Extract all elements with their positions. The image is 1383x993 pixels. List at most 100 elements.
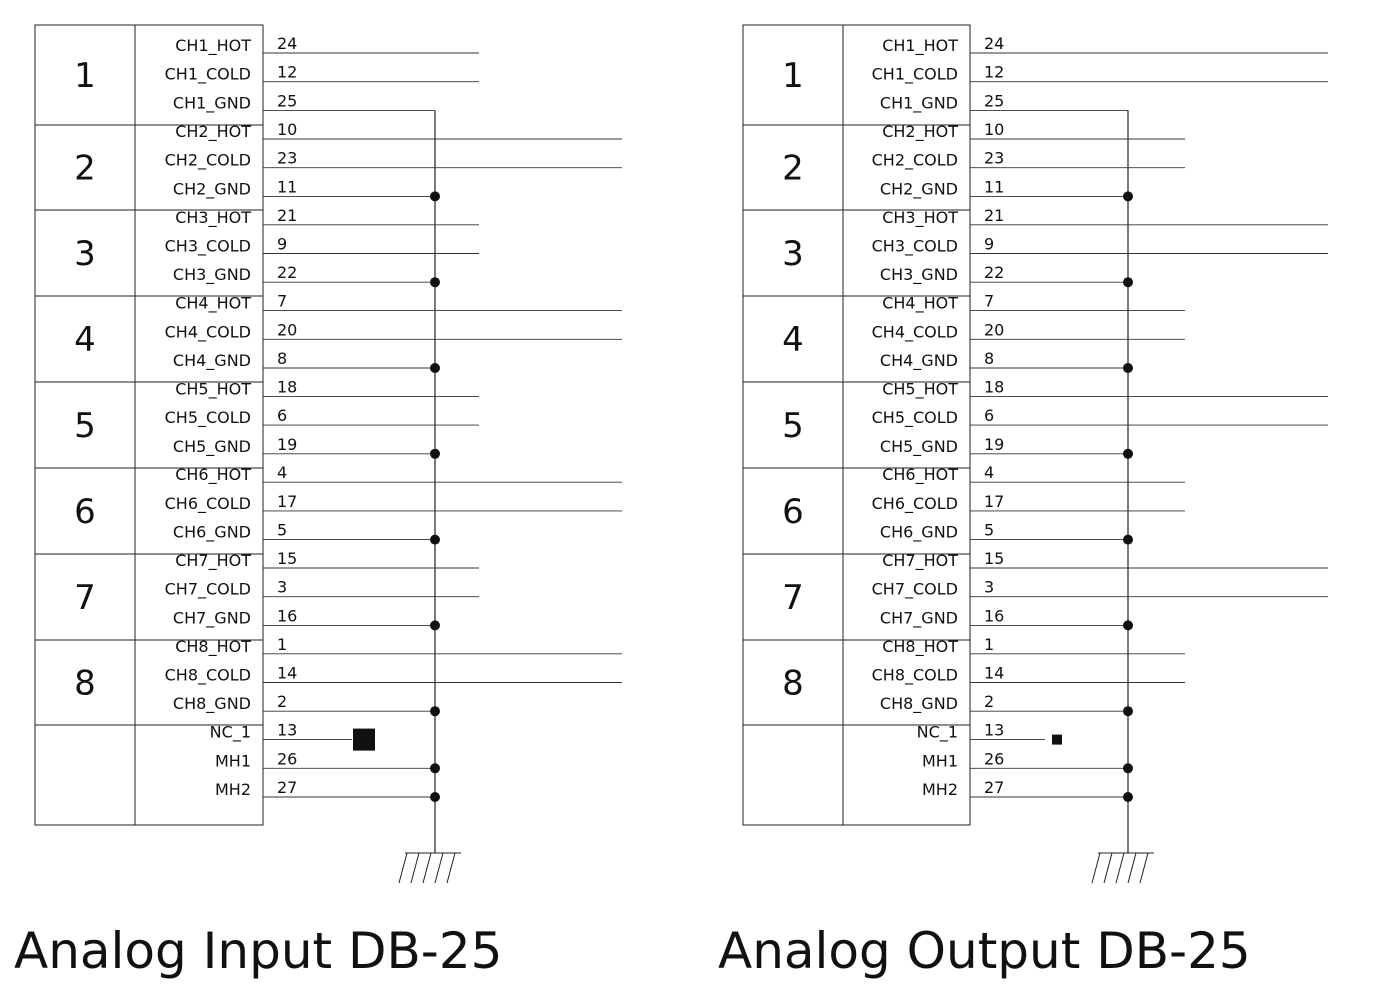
signal-name-label: CH1_COLD: [165, 65, 251, 85]
pin-number-label: 26: [984, 749, 1004, 768]
ground-symbol-hatch: [410, 852, 420, 884]
pin-number-label: 21: [984, 206, 1004, 225]
ground-junction-dot: [430, 191, 440, 202]
signal-name-label: CH8_COLD: [165, 666, 251, 686]
signal-name-label: CH1_GND: [173, 93, 251, 113]
pin-number-label: 22: [277, 263, 297, 282]
pin-number-label: 24: [984, 34, 1004, 53]
ground-symbol-hatch: [1103, 852, 1113, 884]
signal-name-label: CH4_COLD: [872, 322, 958, 342]
signal-name-label: CH5_HOT: [882, 379, 958, 399]
pin-number-label: 7: [984, 292, 994, 311]
signal-name-label: CH4_COLD: [165, 322, 251, 342]
signal-name-label: CH8_HOT: [882, 637, 958, 657]
ground-junction-dot: [1123, 534, 1133, 545]
signal-name-label: CH8_GND: [173, 694, 251, 714]
ground-symbol-hatch: [434, 852, 444, 884]
ground-junction-dot: [430, 792, 440, 802]
pin-number-label: 5: [984, 521, 994, 540]
pin-number-label: 19: [984, 435, 1004, 454]
signal-name-label: CH8_HOT: [175, 637, 251, 657]
signal-name-label: CH5_COLD: [165, 408, 251, 428]
pin-number-label: 13: [984, 721, 1004, 740]
ground-junction-dot: [1123, 363, 1133, 373]
channel-number: 2: [74, 149, 96, 189]
signal-name-label: CH4_GND: [173, 351, 251, 371]
signal-name-label: CH3_HOT: [175, 208, 251, 228]
signal-name-label: CH2_HOT: [882, 122, 958, 142]
channel-number: 5: [74, 406, 96, 446]
pin-number-label: 11: [984, 177, 1004, 196]
signal-name-label: CH8_COLD: [872, 666, 958, 686]
pin-number-label: 27: [277, 778, 297, 797]
signal-name-label: CH6_HOT: [882, 465, 958, 485]
channel-number: 3: [782, 234, 804, 274]
pin-number-label: 4: [277, 463, 287, 482]
pin-number-label: 12: [984, 63, 1004, 82]
pin-number-label: 15: [984, 549, 1004, 568]
ground-junction-dot: [430, 448, 440, 459]
pin-number-label: 6: [277, 406, 287, 425]
ground-junction-dot: [1123, 706, 1133, 717]
signal-name-label: CH8_GND: [880, 694, 958, 714]
pin-number-label: 24: [277, 34, 297, 53]
pin-number-label: 3: [984, 578, 994, 597]
ground-junction-dot: [430, 534, 440, 545]
signal-name-label: CH5_HOT: [175, 379, 251, 399]
pin-number-label: 17: [277, 492, 297, 511]
pin-number-label: 25: [984, 91, 1004, 110]
ground-symbol-hatch: [1139, 852, 1149, 884]
pin-number-label: 23: [984, 149, 1004, 168]
signal-name-label: CH4_HOT: [175, 294, 251, 314]
no-connect-marker: [1052, 734, 1062, 745]
signal-name-label: CH6_GND: [880, 523, 958, 543]
ground-junction-dot: [1123, 792, 1133, 802]
pin-number-label: 8: [277, 349, 287, 368]
signal-name-label: CH3_GND: [173, 265, 251, 285]
pin-number-label: 9: [984, 235, 994, 254]
pin-number-label: 10: [984, 120, 1004, 139]
ground-junction-dot: [1123, 448, 1133, 459]
channel-number: 8: [74, 664, 96, 704]
pin-number-label: 7: [277, 292, 287, 311]
pin-number-label: 6: [984, 406, 994, 425]
signal-name-label: CH3_GND: [880, 265, 958, 285]
signal-name-label: CH1_HOT: [882, 36, 958, 56]
signal-name-label: CH5_COLD: [872, 408, 958, 428]
pin-number-label: 12: [277, 63, 297, 82]
ground-junction-dot: [1123, 191, 1133, 202]
signal-name-label: MH2: [922, 780, 958, 799]
signal-name-label: MH2: [215, 780, 251, 799]
ground-junction-dot: [430, 706, 440, 717]
pin-number-label: 19: [277, 435, 297, 454]
signal-name-label: CH4_GND: [880, 351, 958, 371]
signal-name-label: CH7_GND: [880, 608, 958, 628]
pin-number-label: 15: [277, 549, 297, 568]
signal-name-label: MH1: [215, 751, 251, 770]
ground-junction-dot: [1123, 277, 1133, 288]
ground-junction-dot: [430, 620, 440, 631]
pin-number-label: 16: [984, 606, 1004, 625]
signal-name-label: CH7_HOT: [882, 551, 958, 571]
pin-number-label: 10: [277, 120, 297, 139]
signal-name-label: NC_1: [917, 723, 958, 743]
pin-number-label: 2: [984, 692, 994, 711]
pin-number-label: 20: [984, 320, 1004, 339]
pin-number-label: 17: [984, 492, 1004, 511]
pin-number-label: 13: [277, 721, 297, 740]
channel-number: 6: [782, 492, 804, 532]
pin-number-label: 25: [277, 91, 297, 110]
signal-name-label: CH3_COLD: [165, 237, 251, 257]
pin-number-label: 4: [984, 463, 994, 482]
signal-name-label: CH1_COLD: [872, 65, 958, 85]
pin-number-label: 22: [984, 263, 1004, 282]
signal-name-label: CH6_COLD: [165, 494, 251, 514]
signal-name-label: CH5_GND: [880, 437, 958, 457]
signal-name-label: MH1: [922, 751, 958, 770]
signal-name-label: CH6_HOT: [175, 465, 251, 485]
signal-name-label: CH7_GND: [173, 608, 251, 628]
pin-number-label: 23: [277, 149, 297, 168]
channel-number: 2: [782, 149, 804, 189]
signal-name-label: CH7_COLD: [872, 580, 958, 600]
